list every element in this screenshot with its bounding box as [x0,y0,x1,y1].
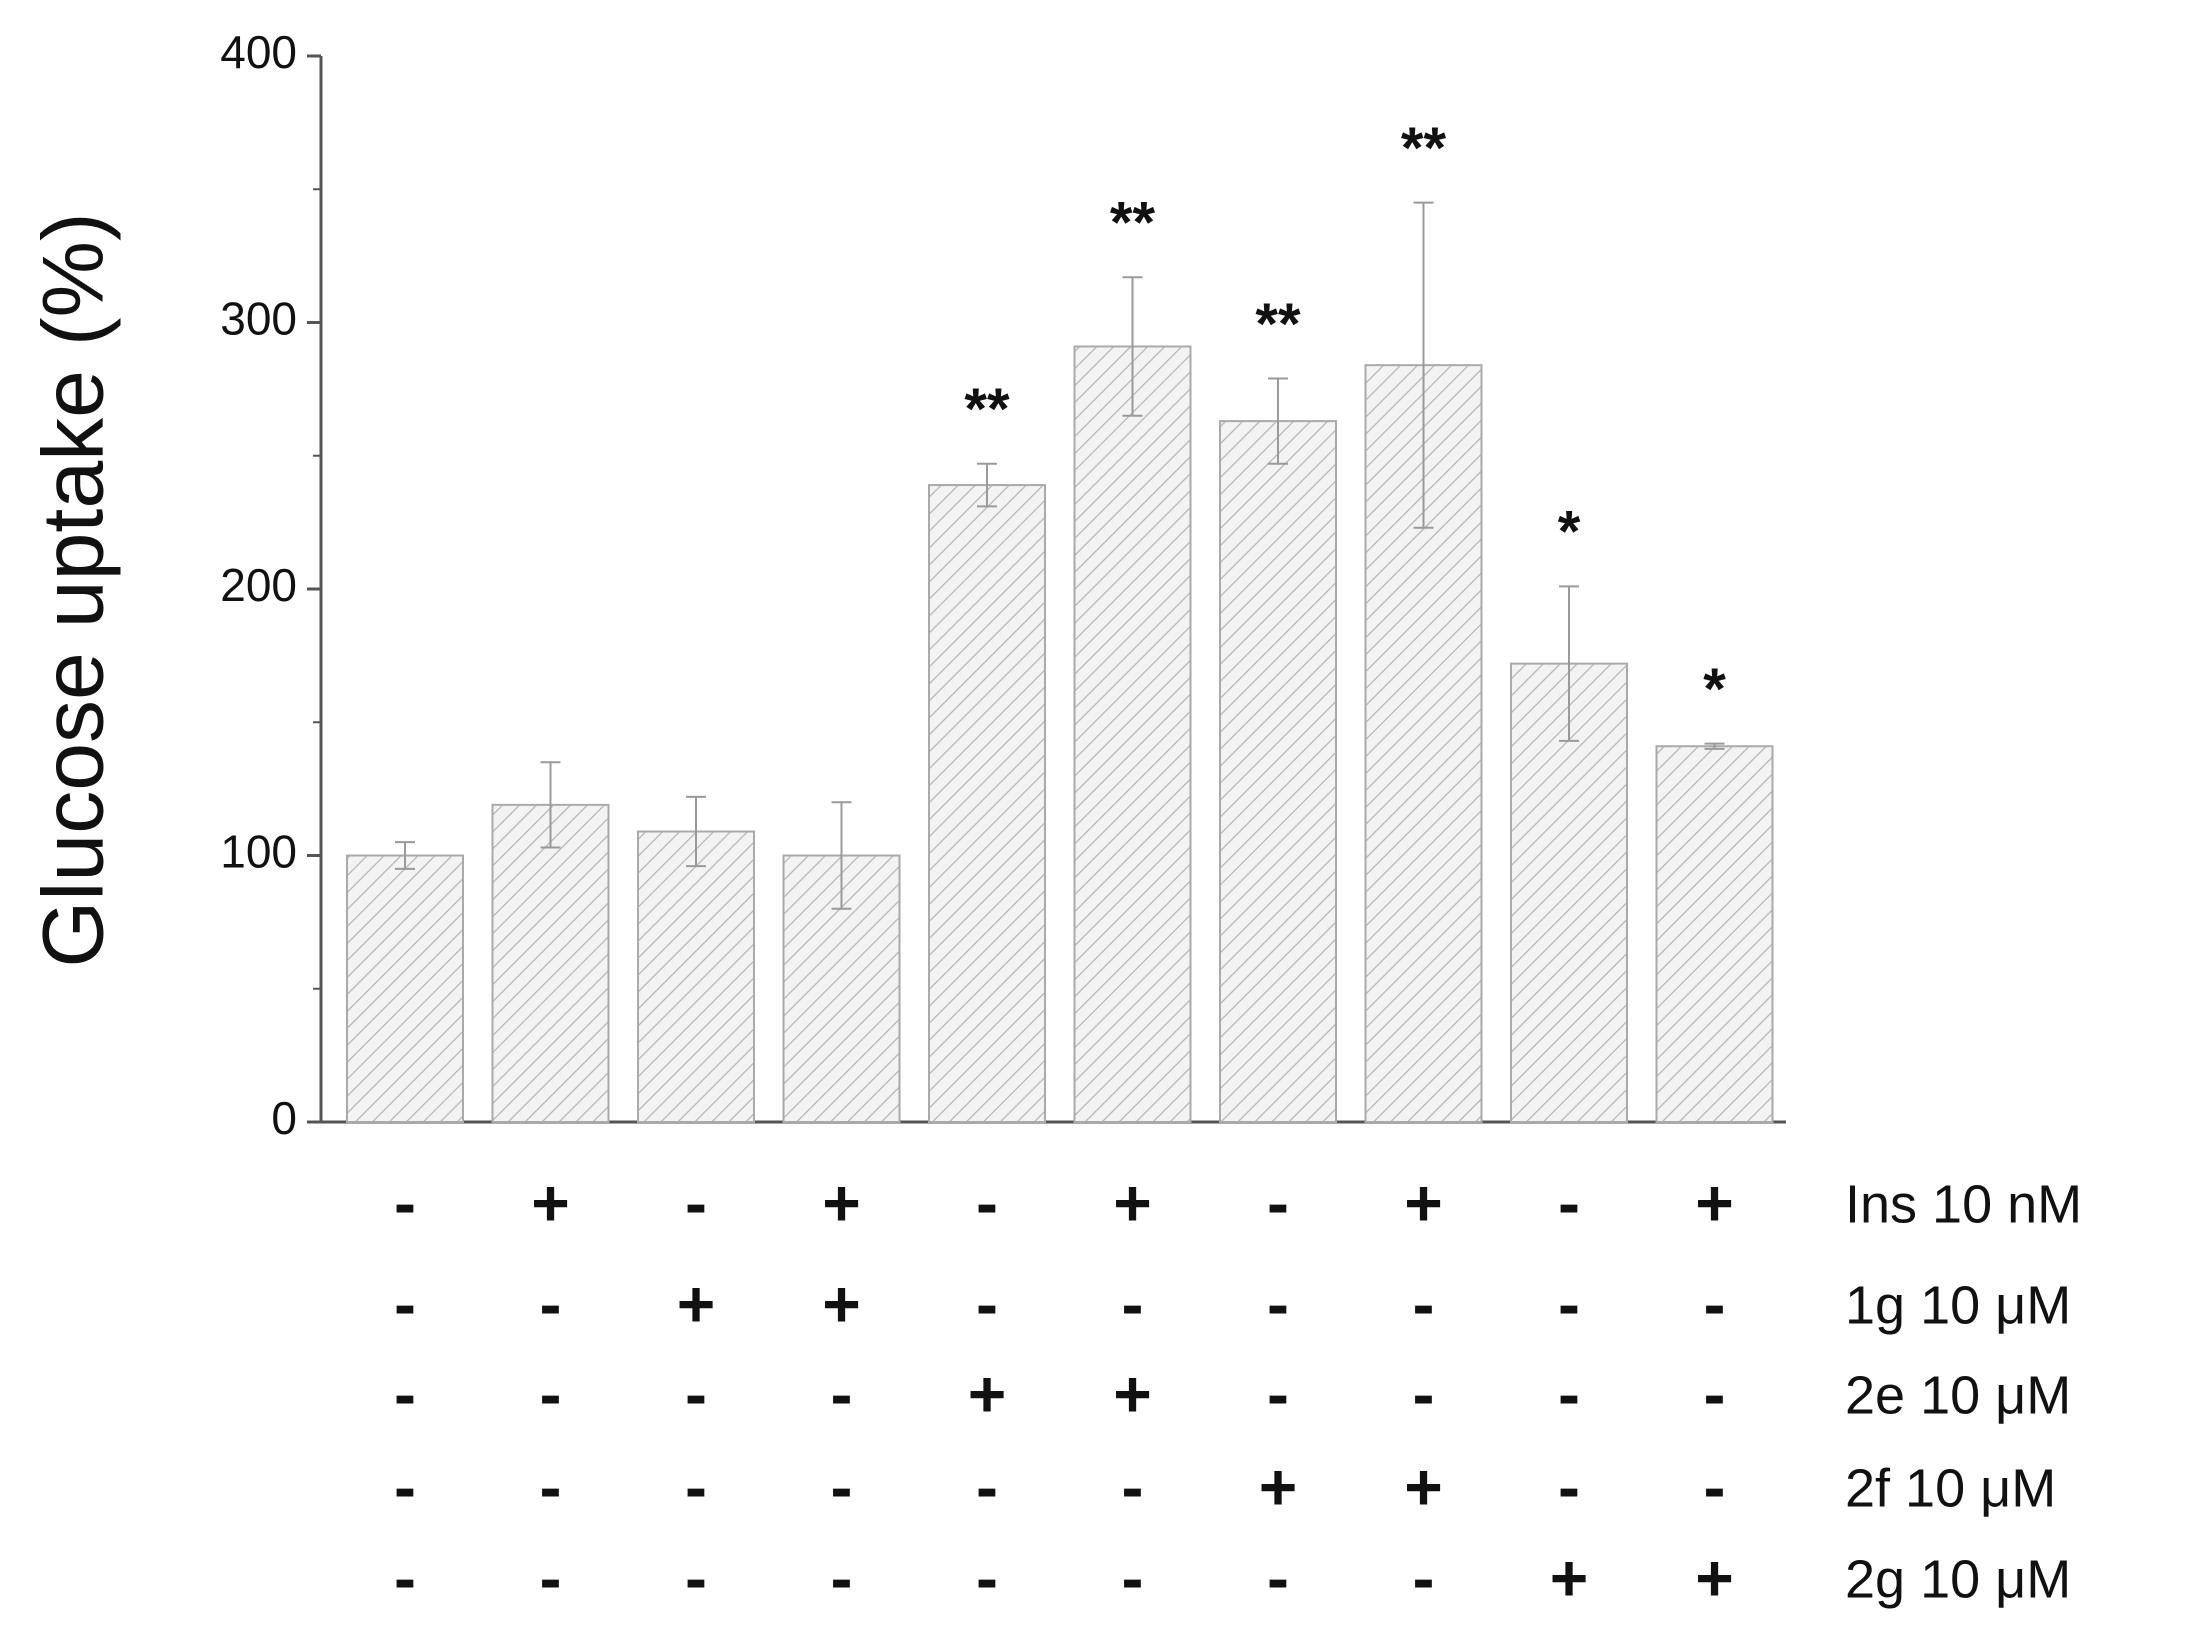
treatment-sign: - [540,1449,562,1523]
treatment-label: 2g 10 μM [1845,1549,2071,1609]
treatment-sign: + [677,1266,716,1340]
treatment-sign: + [1113,1165,1152,1239]
treatment-sign: - [394,1266,416,1340]
error-bar [1413,201,1434,529]
bar [1073,345,1192,1123]
treatment-sign: - [1122,1266,1144,1340]
treatment-sign: - [1413,1266,1435,1340]
treatment-sign: - [1267,1266,1289,1340]
y-tick-label: 0 [271,1092,297,1144]
treatment-label: 1g 10 μM [1845,1275,2071,1335]
y-tick-label: 200 [220,559,297,611]
treatment-sign: - [1122,1540,1144,1614]
error-bar [395,841,415,870]
error-bar [1268,377,1288,465]
treatment-sign: - [685,1356,707,1430]
treatment-label: 2f 10 μM [1845,1458,2056,1518]
treatment-sign: - [685,1540,707,1614]
treatment-sign: - [1558,1266,1580,1340]
treatment-sign: - [1122,1449,1144,1523]
treatment-sign: + [1113,1356,1152,1430]
treatment-label: 2e 10 μM [1845,1365,2071,1425]
treatment-sign: - [1558,1165,1580,1239]
treatment-sign: + [1404,1165,1443,1239]
treatment-sign: - [1704,1266,1726,1340]
treatment-sign: + [1695,1540,1734,1614]
treatment-sign: - [685,1449,707,1523]
bar [637,830,755,1123]
treatment-sign: - [1267,1540,1289,1614]
bar [1219,420,1337,1124]
treatment-sign: - [976,1449,998,1523]
treatment-sign: - [1704,1449,1726,1523]
treatment-sign: - [1267,1356,1289,1430]
treatment-sign: - [831,1540,853,1614]
significance-label: * [1703,657,1726,722]
significance-label: * [1558,500,1581,565]
treatment-sign: - [394,1356,416,1430]
error-bar [540,761,561,849]
y-tick-label: 400 [220,26,297,78]
error-bar [1704,742,1725,750]
treatment-sign: - [831,1356,853,1430]
bar [1655,745,1774,1123]
significance-label: ** [1110,191,1156,256]
treatment-sign: - [540,1356,562,1430]
bar [346,854,464,1123]
treatment-sign: + [968,1356,1007,1430]
significance-label: ** [1401,116,1447,181]
significance-label: ** [964,377,1010,442]
treatment-sign: + [1550,1540,1589,1614]
treatment-sign: - [540,1540,562,1614]
bar [491,803,610,1123]
treatment-sign: - [1413,1356,1435,1430]
treatment-label: Ins 10 nM [1845,1174,2082,1234]
treatment-sign: - [1267,1165,1289,1239]
error-bar [977,462,997,508]
treatment-sign: + [1404,1449,1443,1523]
treatment-sign: + [822,1165,861,1239]
treatment-sign: - [976,1266,998,1340]
bar [928,484,1046,1123]
treatment-sign: - [394,1540,416,1614]
error-bar [686,795,706,868]
treatment-sign: - [976,1165,998,1239]
treatment-sign: - [1558,1449,1580,1523]
treatment-sign: - [394,1165,416,1239]
treatment-sign: - [1704,1356,1726,1430]
error-bar [1559,585,1579,742]
error-bar [1122,276,1143,417]
y-tick-label: 300 [220,293,297,345]
treatment-sign: + [1259,1449,1298,1523]
treatment-sign: - [831,1449,853,1523]
y-axis-title: Glucose uptake (%) [26,212,122,967]
treatment-sign: + [822,1266,861,1340]
significance-label: ** [1255,292,1301,357]
treatment-sign: - [1413,1540,1435,1614]
treatment-sign: + [531,1165,570,1239]
treatment-sign: + [1695,1165,1734,1239]
treatment-sign: - [394,1449,416,1523]
treatment-sign: - [685,1165,707,1239]
y-tick-label: 100 [220,826,297,878]
error-bar [831,801,852,910]
treatment-sign: - [540,1266,562,1340]
treatment-sign: - [1558,1356,1580,1430]
treatment-sign: - [976,1540,998,1614]
